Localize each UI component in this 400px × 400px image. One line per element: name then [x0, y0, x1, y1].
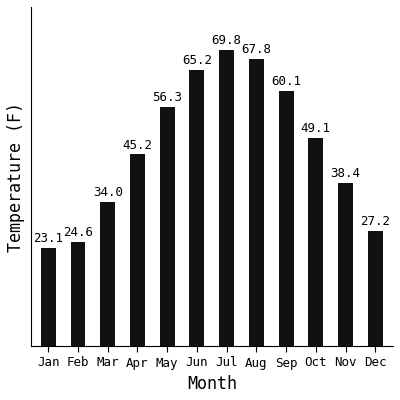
Bar	[71, 242, 86, 346]
Bar	[41, 248, 56, 346]
Bar	[249, 59, 264, 346]
Y-axis label: Temperature (F): Temperature (F)	[7, 102, 25, 252]
Bar	[308, 138, 323, 346]
Text: 67.8: 67.8	[241, 43, 271, 56]
Text: 49.1: 49.1	[301, 122, 331, 135]
Text: 60.1: 60.1	[271, 75, 301, 88]
Bar	[100, 202, 115, 346]
Text: 56.3: 56.3	[152, 92, 182, 104]
Text: 23.1: 23.1	[33, 232, 63, 245]
Text: 38.4: 38.4	[330, 167, 360, 180]
Bar	[160, 108, 175, 346]
Text: 34.0: 34.0	[93, 186, 123, 199]
Text: 69.8: 69.8	[212, 34, 242, 47]
Text: 45.2: 45.2	[122, 138, 152, 152]
Bar	[130, 154, 145, 346]
Bar	[368, 231, 383, 346]
Bar	[279, 91, 294, 346]
X-axis label: Month: Month	[187, 375, 237, 393]
Text: 24.6: 24.6	[63, 226, 93, 239]
Bar	[338, 183, 353, 346]
Text: 27.2: 27.2	[360, 215, 390, 228]
Bar	[219, 50, 234, 346]
Text: 65.2: 65.2	[182, 54, 212, 67]
Bar	[190, 70, 204, 346]
